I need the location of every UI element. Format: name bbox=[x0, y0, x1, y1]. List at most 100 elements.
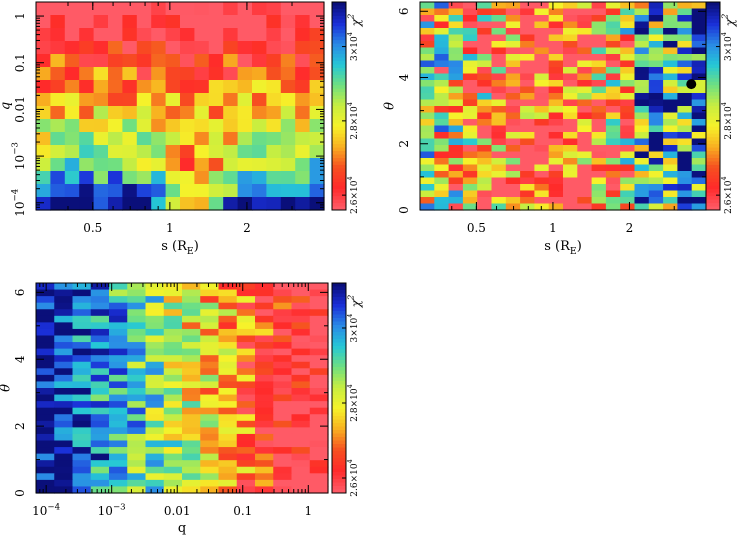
heatmap-cell bbox=[663, 28, 678, 36]
heatmap-cell bbox=[72, 479, 92, 488]
heatmap-cell bbox=[218, 466, 238, 474]
heatmap-cell bbox=[165, 145, 181, 159]
heatmap-cell bbox=[620, 151, 636, 159]
heatmap-cell bbox=[145, 361, 165, 369]
heatmap-cell bbox=[420, 28, 435, 36]
heatmap-cell bbox=[491, 28, 507, 36]
colorbar-segment bbox=[332, 40, 346, 45]
colorbar-segment bbox=[332, 461, 346, 466]
heatmap-cell bbox=[237, 119, 253, 133]
heatmap-cell bbox=[200, 460, 220, 468]
heatmap-cell bbox=[477, 112, 493, 120]
colorbar-segment bbox=[332, 109, 346, 114]
heatmap-cell bbox=[534, 8, 550, 16]
heatmap-cell bbox=[577, 132, 593, 140]
x-axis-label: q bbox=[178, 521, 186, 536]
heatmap-cell bbox=[591, 41, 607, 49]
colorbar-segment bbox=[332, 489, 346, 494]
heatmap-cell bbox=[54, 414, 74, 422]
heatmap-cell bbox=[280, 80, 296, 94]
heatmap-cell bbox=[54, 289, 74, 297]
heatmap-cell bbox=[548, 15, 564, 23]
heatmap-cell bbox=[477, 2, 493, 10]
heatmap-cell bbox=[236, 414, 256, 422]
heatmap-cell bbox=[448, 67, 464, 75]
heatmap-cell bbox=[109, 335, 128, 343]
heatmap-cell bbox=[634, 119, 650, 127]
heatmap-cell bbox=[648, 15, 664, 23]
heatmap-cell bbox=[605, 138, 621, 146]
heatmap-cell bbox=[127, 440, 147, 448]
heatmap-cell bbox=[591, 2, 607, 10]
heatmap-cell bbox=[145, 374, 165, 383]
heatmap-cell bbox=[54, 355, 74, 363]
heatmap-cell bbox=[54, 361, 74, 369]
heatmap-cell bbox=[236, 433, 256, 442]
heatmap-cell bbox=[180, 54, 195, 68]
heatmap-cell bbox=[36, 158, 51, 172]
heatmap-cell bbox=[90, 466, 110, 474]
heatmap-cell bbox=[79, 54, 95, 68]
heatmap-cell bbox=[108, 93, 123, 107]
heatmap-cell bbox=[691, 164, 707, 172]
heatmap-cell bbox=[620, 21, 636, 29]
heatmap-cell bbox=[194, 132, 210, 146]
heatmap-cell bbox=[605, 41, 621, 49]
colorbar-segment bbox=[706, 29, 720, 34]
heatmap-cell bbox=[505, 151, 521, 159]
heatmap-cell bbox=[677, 47, 693, 55]
heatmap-cell bbox=[109, 394, 128, 402]
heatmap-cell bbox=[145, 342, 165, 350]
heatmap-cell bbox=[491, 54, 507, 62]
heatmap-cell bbox=[90, 342, 110, 350]
heatmap-cell bbox=[291, 342, 311, 350]
heatmap-cell bbox=[534, 93, 550, 101]
heatmap-cell bbox=[434, 112, 450, 120]
colorbar-frame bbox=[331, 1, 347, 211]
heatmap-cell bbox=[194, 158, 210, 172]
heatmap-cell bbox=[72, 420, 92, 428]
heatmap-cell bbox=[50, 15, 66, 29]
heatmap-cell bbox=[434, 47, 450, 55]
heatmap-cell bbox=[36, 374, 55, 383]
heatmap-cell bbox=[79, 2, 95, 16]
colorbar-segment bbox=[332, 398, 346, 403]
heatmap-cell bbox=[127, 479, 147, 488]
heatmap-cell bbox=[108, 158, 123, 172]
heatmap-cell bbox=[273, 328, 293, 337]
heatmap-cell bbox=[591, 80, 607, 88]
heatmap-cell bbox=[180, 93, 195, 107]
heatmap-cell bbox=[223, 171, 239, 185]
heatmap-cell bbox=[491, 171, 507, 179]
heatmap-cell bbox=[491, 158, 507, 166]
heatmap-cell bbox=[255, 427, 274, 435]
heatmap-cell bbox=[648, 54, 664, 62]
heatmap-cell bbox=[563, 164, 578, 172]
heatmap-cell bbox=[54, 296, 74, 304]
heatmap-cell bbox=[90, 309, 110, 317]
heatmap-cell bbox=[605, 197, 621, 205]
heatmap-cell bbox=[50, 197, 66, 211]
colorbar-segment bbox=[332, 116, 346, 121]
heatmap-cell bbox=[620, 2, 636, 10]
heatmap-cell bbox=[236, 420, 256, 428]
heatmap-cell bbox=[420, 54, 435, 62]
heatmap-cell bbox=[236, 479, 256, 488]
heatmap-cell bbox=[90, 335, 110, 343]
heatmap-cell bbox=[291, 407, 311, 415]
heatmap-cell bbox=[266, 41, 282, 55]
heatmap-cell bbox=[520, 73, 535, 81]
heatmap-cell bbox=[548, 151, 564, 159]
heatmap-cell bbox=[151, 184, 167, 198]
heatmap-cell bbox=[127, 447, 147, 455]
heatmap-cell bbox=[165, 28, 181, 42]
colorbar-segment bbox=[706, 106, 720, 110]
heatmap-cell bbox=[54, 315, 74, 323]
heatmap-cell bbox=[36, 106, 51, 120]
heatmap-cell bbox=[677, 73, 693, 81]
heatmap-cell bbox=[266, 171, 282, 185]
heatmap-cell bbox=[237, 197, 253, 211]
colorbar-segment bbox=[706, 161, 720, 166]
heatmap-cell bbox=[434, 125, 450, 133]
